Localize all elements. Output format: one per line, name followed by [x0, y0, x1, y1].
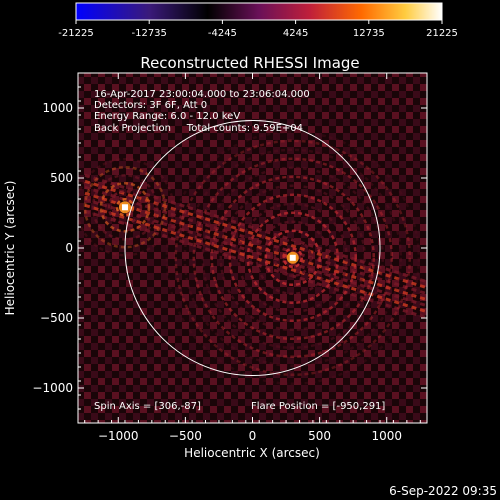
image-area — [78, 73, 427, 423]
y-tick-label: −1000 — [32, 381, 73, 395]
flare-position-text: Flare Position = [-950,291] — [251, 401, 385, 412]
fringe-stripe — [84, 179, 427, 290]
info-line-time: 16-Apr-2017 23:00:04.000 to 23:06:04.000 — [94, 89, 310, 100]
fringe-ring — [255, 220, 331, 296]
colorbar — [75, 2, 443, 21]
y-tick-label: 1000 — [42, 101, 73, 115]
colorbar-tick-label: -12735 — [131, 28, 166, 39]
colorbar-labels: -21225 -12735 -4245 4245 12735 21225 — [58, 28, 458, 39]
colorbar-ticks — [75, 20, 443, 24]
fringe-ring — [264, 229, 322, 287]
fringe-stripe — [84, 197, 427, 308]
fringe-stripe — [84, 191, 427, 302]
fringe-ring — [78, 158, 175, 257]
fringe-ring — [107, 190, 143, 225]
spin-axis-text: Spin Axis = [306,-87] — [94, 401, 201, 412]
fringe-ring — [165, 130, 421, 386]
x-tick-label: −500 — [169, 429, 202, 443]
info-line-detectors: Detectors: 3F 6F, Att 0 — [94, 100, 207, 111]
colorbar-tick-label: -21225 — [58, 28, 93, 39]
x-tick-label: 0 — [249, 429, 257, 443]
fringe-ring — [99, 182, 151, 233]
fringe-ring — [192, 157, 394, 359]
y-axis-label: Heliocentric Y (arcsec) — [3, 181, 17, 316]
fringe-ring — [237, 202, 349, 314]
fringe-ring — [183, 148, 403, 368]
x-tick-label: 1000 — [371, 429, 402, 443]
y-tick-label: 500 — [50, 171, 73, 185]
fringe-stripe — [84, 203, 427, 314]
fringe-ring — [228, 193, 358, 323]
y-tick-label: 0 — [65, 241, 73, 255]
info-line-energy: Energy Range: 6.0 - 12.0 keV — [94, 111, 240, 122]
fringe-ring — [174, 139, 412, 377]
fringe-ring — [115, 198, 135, 217]
y-tick-label: −500 — [40, 311, 73, 325]
x-axis-label: Heliocentric X (arcsec) — [184, 446, 320, 460]
fringe-ring — [201, 166, 385, 350]
x-tick-label: 500 — [308, 429, 331, 443]
colorbar-tick-label: -4245 — [208, 28, 237, 39]
fringe-pattern — [78, 130, 427, 386]
fringe-ring — [246, 211, 340, 305]
fringe-ring — [210, 175, 376, 341]
source-core — [289, 254, 296, 261]
colorbar-tick-label: 21225 — [426, 28, 458, 39]
solar-limb-circle — [124, 119, 381, 377]
source-core — [121, 204, 128, 211]
fringe-ring — [273, 238, 313, 278]
fringe-ring — [282, 247, 304, 269]
fringe-ring — [219, 184, 367, 332]
x-axis: −1000 −500 0 500 1000 — [84, 73, 421, 443]
source-markers — [118, 201, 299, 264]
fringe-ring — [83, 166, 167, 249]
chart-title: Reconstructed RHESSI Image — [140, 54, 359, 72]
colorbar-tick-label: 12735 — [353, 28, 385, 39]
colorbar-tick-label: 4245 — [283, 28, 308, 39]
footer-timestamp: 6-Sep-2022 09:35 — [389, 484, 497, 498]
info-line-method: Back Projection Total counts: 9.59E+04 — [94, 123, 303, 134]
x-tick-label: −1000 — [98, 429, 139, 443]
y-axis: −1000 −500 0 500 1000 — [32, 72, 427, 424]
